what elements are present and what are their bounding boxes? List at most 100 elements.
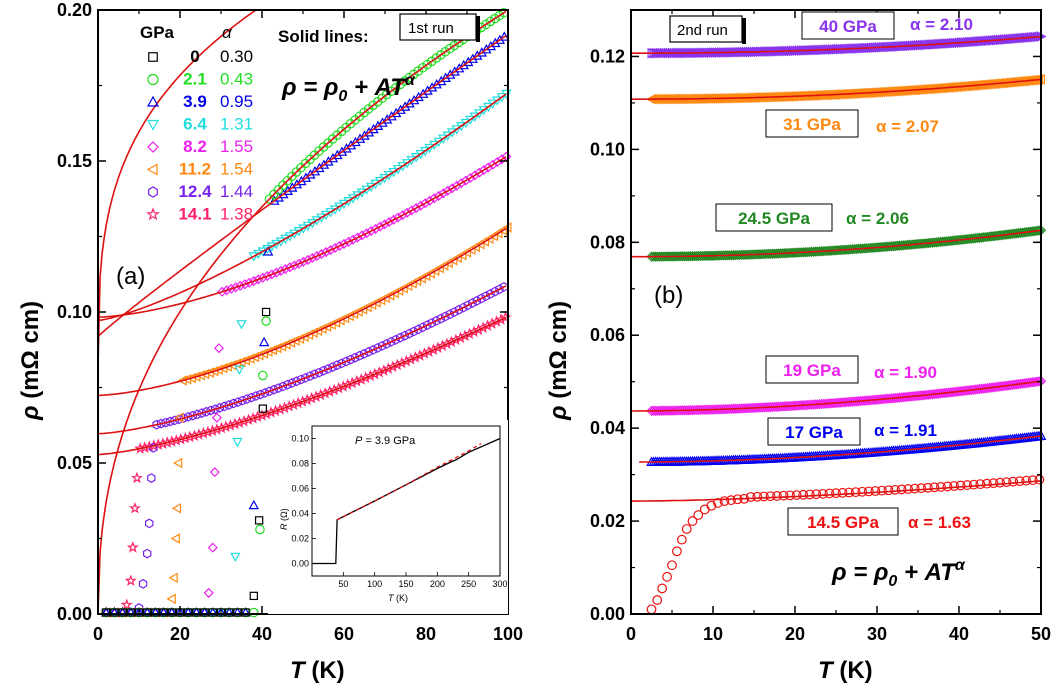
data-point-a-12.4 xyxy=(161,417,170,428)
data-point-a-6.4 xyxy=(424,143,435,154)
data-point-a-8.2 xyxy=(209,467,220,478)
data-point-a-11.2 xyxy=(425,268,435,279)
panel-b-xtick-label: 10 xyxy=(703,624,723,644)
legend-alpha-3.9: 0.95 xyxy=(220,92,253,111)
data-point-a-12.4 xyxy=(147,473,156,483)
data-point-b-14.5 GPa xyxy=(1034,474,1045,485)
data-point-a-0 xyxy=(208,608,217,617)
data-point-b-14.5 GPa xyxy=(652,595,663,605)
legend-marker-11.2 xyxy=(146,163,158,176)
legend-pressure-11.2: 11.2 xyxy=(179,160,211,179)
inset-label: P = 3.9 GPa xyxy=(355,435,416,447)
inset-curves xyxy=(312,437,501,565)
data-point-b-14.5 GPa xyxy=(1008,476,1019,487)
data-point-a-11.2 xyxy=(448,255,458,266)
data-point-a-11.2 xyxy=(411,275,422,287)
series-label-box-19 GPa xyxy=(765,355,859,384)
data-point-a-11.2 xyxy=(457,249,467,261)
data-point-a-6.4 xyxy=(401,159,413,169)
data-point-a-11.2 xyxy=(168,572,178,584)
data-point-a-0 xyxy=(254,516,264,525)
data-point-a-3.9 xyxy=(485,40,497,51)
data-point-b-14.5 GPa xyxy=(857,486,868,497)
inset-ylabel: R (Ω) xyxy=(279,508,289,530)
data-point-a-0 xyxy=(241,608,250,617)
data-point-a-14.1 xyxy=(124,574,137,586)
data-point-a-12.4 xyxy=(215,402,224,413)
data-point-a-6.4 xyxy=(230,552,241,563)
inset-xtick-label: 50 xyxy=(338,579,348,589)
data-point-a-2.1 xyxy=(258,370,268,381)
data-point-b-14.5 GPa xyxy=(863,486,874,497)
panel-a-ytick-label: 0.05 xyxy=(57,453,92,473)
legend-marker-8.2 xyxy=(147,141,159,153)
data-point-a-0 xyxy=(167,608,176,617)
legend-alpha-8.2: 1.55 xyxy=(220,137,253,156)
data-point-a-0 xyxy=(225,608,234,617)
panel-a-label: (a) xyxy=(116,263,145,290)
data-point-a-14.1 xyxy=(134,442,147,454)
data-point-a-0 xyxy=(118,608,127,617)
data-point-a-3.9 xyxy=(258,336,270,347)
data-point-b-14.5 GPa xyxy=(916,483,927,494)
data-point-a-11.2 xyxy=(479,236,489,247)
data-point-a-14.1 xyxy=(120,598,133,611)
series-alpha-24.5 GPa: α = 2.06 xyxy=(846,209,909,228)
legend-marker-2.1 xyxy=(147,73,159,86)
run-label-a: 1st run xyxy=(408,20,454,37)
legend-alpha-2.1: 0.43 xyxy=(220,70,253,89)
data-point-b-14.5 GPa xyxy=(804,489,815,500)
data-point-a-11.2 xyxy=(484,233,494,245)
panel-a-ylabel: ρ (mΩ cm) xyxy=(17,301,44,421)
data-point-b-14.5 GPa xyxy=(672,546,682,557)
data-point-b-14.5 GPa xyxy=(1027,475,1038,486)
data-point-b-14.5 GPa xyxy=(778,490,789,501)
data-point-b-14.5 GPa xyxy=(981,478,992,489)
panel-b-ytick-label: 0.06 xyxy=(590,325,625,345)
data-point-a-11.2 xyxy=(402,280,413,292)
data-point-a-6.4 xyxy=(446,128,458,138)
data-point-a-12.4 xyxy=(233,397,242,407)
data-point-a-0 xyxy=(126,608,135,617)
data-point-a-8.2 xyxy=(203,587,214,598)
panel-b-label: (b) xyxy=(654,282,683,309)
data-point-a-12.4 xyxy=(170,415,179,426)
data-point-b-14.5 GPa xyxy=(752,491,763,502)
fit-line-b-24.5 GPa xyxy=(631,229,1042,258)
panel-b-ytick-label: 0.10 xyxy=(590,139,625,159)
data-point-a-6.4 xyxy=(352,191,363,201)
data-point-b-14.5 GPa xyxy=(896,484,907,495)
series-label-box-14.5 GPa xyxy=(787,507,899,536)
fit-line-a-8.2 xyxy=(98,156,507,318)
fit-line-a-6.4 xyxy=(97,93,507,322)
data-point-a-6.4 xyxy=(492,96,503,106)
series-label-19 GPa: 19 GPa xyxy=(783,361,841,380)
data-point-a-6.4 xyxy=(343,197,354,207)
data-point-a-12.4 xyxy=(197,408,206,418)
panel-a-xtick-label: 60 xyxy=(334,624,354,644)
data-point-a-12.4 xyxy=(165,416,175,427)
data-point-b-14.5 GPa xyxy=(791,490,802,500)
data-point-b-14.5 GPa xyxy=(850,487,861,498)
fit-line-a-2.1 xyxy=(97,10,507,613)
inset-xlabel: T (K) xyxy=(388,593,408,603)
data-point-a-0 xyxy=(102,608,111,617)
data-point-a-3.9 xyxy=(381,114,393,124)
run-label-shadow-b xyxy=(742,18,746,44)
data-point-a-14.1 xyxy=(128,501,141,514)
panel-b-ytick-label: 0.00 xyxy=(590,604,625,624)
data-point-a-12.4 xyxy=(202,406,211,417)
data-point-a-14.1 xyxy=(130,471,143,484)
data-point-a-6.4 xyxy=(232,437,243,448)
data-point-b-14.5 GPa xyxy=(745,492,756,502)
data-point-b-14.5 GPa xyxy=(662,571,672,582)
data-point-a-0 xyxy=(233,608,242,617)
run-label-b: 2nd run xyxy=(677,22,728,39)
data-point-b-14.5 GPa xyxy=(837,487,848,498)
data-point-a-12.4 xyxy=(184,412,193,422)
legend-marker-14.1 xyxy=(146,207,160,221)
fit-line-b-31 GPa xyxy=(631,78,1042,100)
data-point-b-14.5 GPa xyxy=(968,479,979,490)
series-label-14.5 GPa: 14.5 GPa xyxy=(807,513,879,532)
